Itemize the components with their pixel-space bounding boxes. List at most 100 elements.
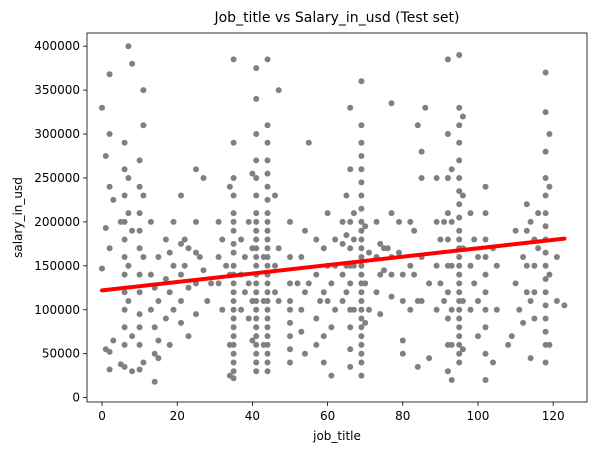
plot-area [99,43,568,385]
scatter-point [467,262,474,269]
scatter-point [253,95,260,102]
scatter-point [302,289,308,296]
scatter-point [505,341,512,348]
scatter-point [377,271,384,278]
scatter-point [106,131,113,137]
scatter-point [264,324,271,331]
scatter-point [358,298,365,304]
scatter-point [245,218,252,225]
scatter-point [339,240,346,247]
scatter-point [411,271,418,278]
scatter-point [482,377,489,383]
x-tick-label: 60 [320,409,335,423]
scatter-point [320,359,327,366]
scatter-point [542,175,549,181]
scatter-point [230,315,237,322]
scatter-point [396,249,402,256]
scatter-point [121,218,128,225]
scatter-point [561,302,568,309]
scatter-point [253,350,260,357]
scatter-point [358,254,365,260]
scatter-point [456,201,463,208]
scatter-point [136,341,143,348]
scatter-point [140,122,147,129]
scatter-point [523,227,530,234]
scatter-point [178,240,184,247]
scatter-point [129,60,136,67]
scatter-point [358,372,365,379]
y-tick-label: 50000 [42,347,80,361]
scatter-point [493,262,500,269]
scatter-point [444,236,451,243]
scatter-point [358,205,365,212]
scatter-point [136,157,143,164]
y-tick-label: 150000 [34,259,80,273]
scatter-point [170,262,177,269]
scatter-point [200,175,207,181]
scatter-point [136,245,143,252]
scatter-point [226,183,233,190]
scatter-point [121,236,128,243]
scatter-point [437,280,444,287]
scatter-point [546,183,553,190]
scatter-point [358,315,365,322]
scatter-point [264,298,271,304]
scatter-point [264,333,271,340]
scatter-point [294,280,301,287]
scatter-point [358,262,365,269]
scatter-point [317,298,324,304]
scatter-point [343,232,350,239]
scatter-point [448,306,455,313]
scatter-point [230,306,237,313]
y-axis-label: salary_in_usd [11,177,25,258]
scatter-point [422,104,429,111]
scatter-point [249,337,256,344]
scatter-point [358,78,365,85]
scatter-point [162,276,169,282]
scatter-point [444,210,451,217]
scatter-point [136,227,143,234]
scatter-point [362,223,369,230]
scatter-point [358,350,365,357]
scatter-point [272,289,278,296]
scatter-point [456,315,463,322]
scatter-point [253,315,260,322]
scatter-point [339,271,346,278]
scatter-point [136,289,143,296]
scatter-point [347,346,354,353]
scatter-point [456,289,463,296]
x-tick-label: 0 [98,409,106,423]
scatter-point [426,280,433,287]
scatter-point [456,157,463,164]
scatter-point [272,192,278,199]
scatter-point [136,183,143,190]
scatter-point [253,218,260,225]
scatter-point [264,183,271,190]
scatter-point [287,346,293,353]
scatter-point [448,341,455,348]
scatter-point [178,271,184,278]
scatter-point [535,210,542,217]
scatter-point [467,306,474,313]
scatter-point [264,341,271,348]
scatter-point [230,298,237,304]
scatter-point [448,218,455,225]
scatter-point [275,245,282,252]
scatter-point [136,366,143,373]
scatter-point [399,350,406,357]
scatter-point [320,333,327,340]
scatter-point [230,227,237,234]
scatter-point [456,333,463,340]
scatter-point [178,319,184,326]
scatter-point [264,350,271,357]
scatter-point [418,298,425,304]
scatter-point [456,236,463,243]
scatter-point [456,52,463,58]
scatter-point [253,368,260,375]
scatter-point [140,192,147,199]
scatter-point [253,289,260,296]
scatter-point [264,139,271,146]
scatter-point [456,350,463,357]
scatter-point [384,245,391,252]
scatter-point [106,183,113,190]
